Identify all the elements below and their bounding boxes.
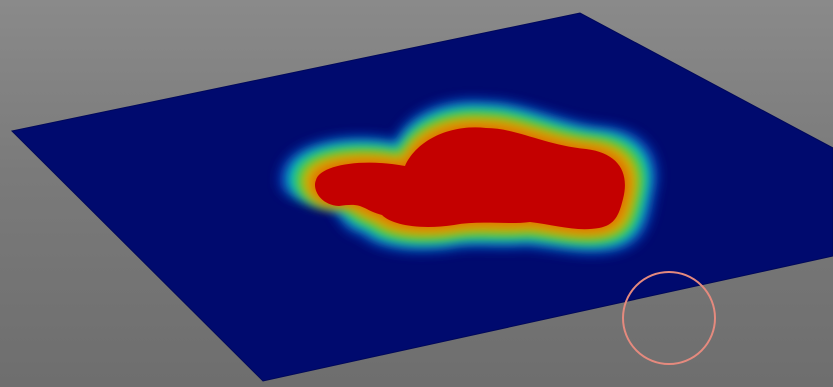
annotation-circle	[622, 271, 716, 365]
peak-region	[314, 127, 625, 230]
